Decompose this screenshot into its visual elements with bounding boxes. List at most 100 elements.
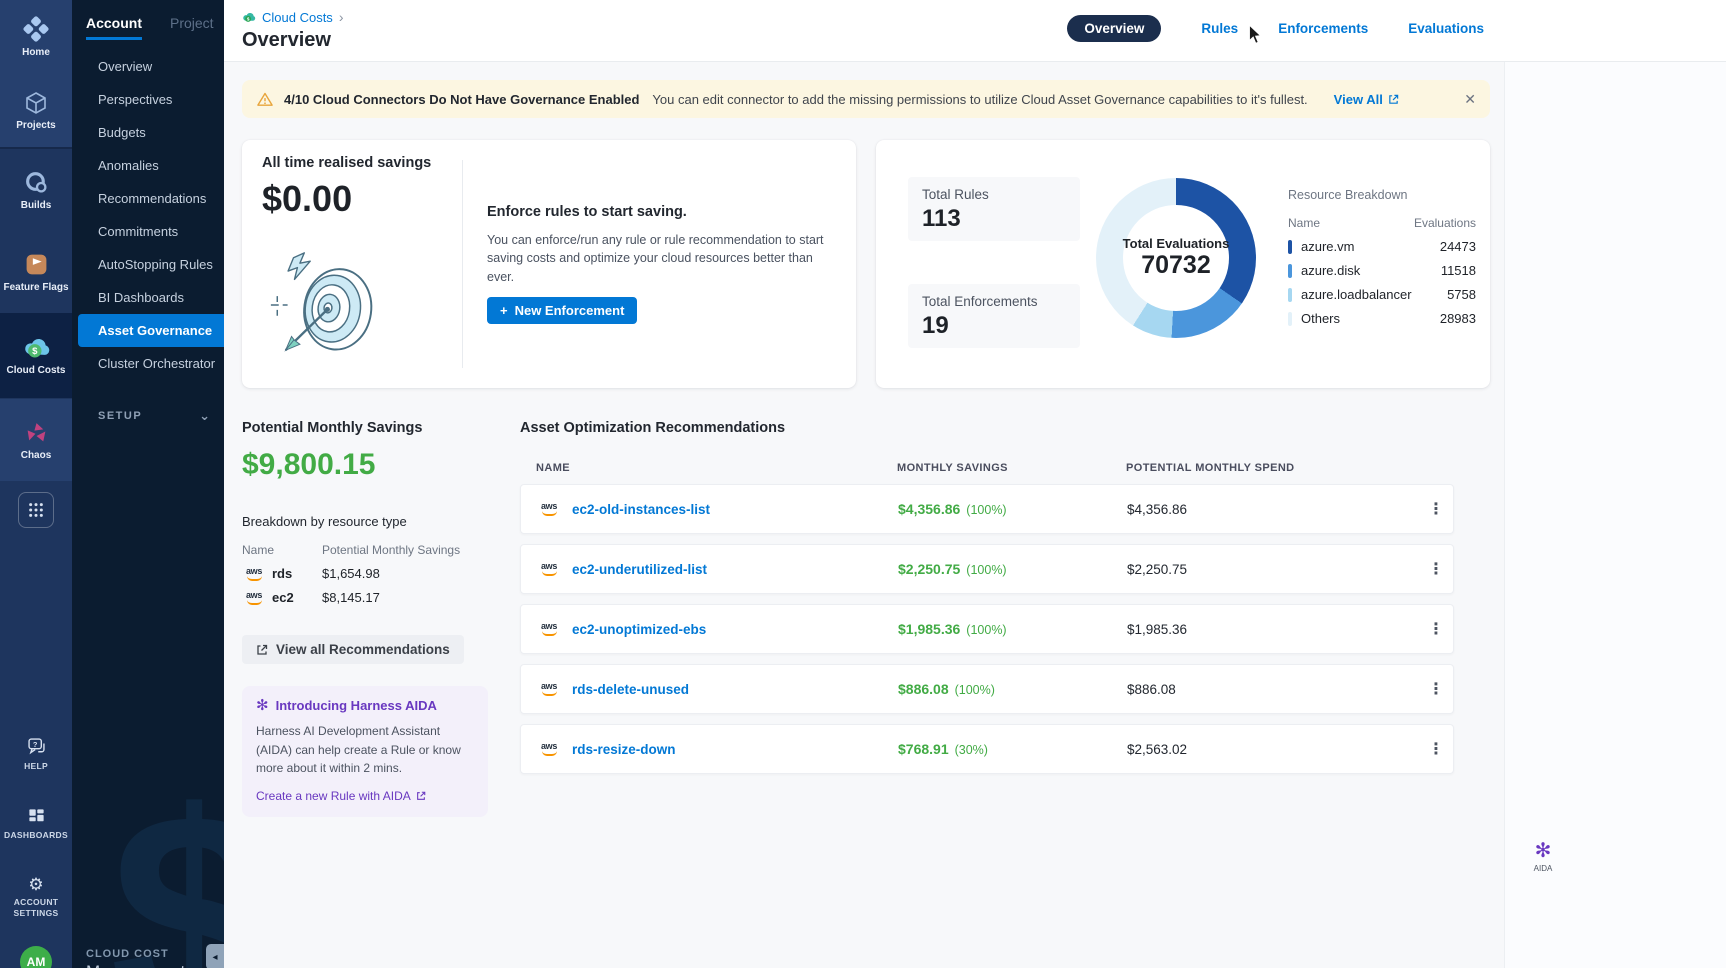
view-all-recommendations-button[interactable]: View all Recommendations — [242, 635, 464, 664]
setup-section-toggle[interactable]: SETUP ⌄ — [98, 408, 210, 424]
rail-item-account-settings[interactable]: ⚙ ACCOUNTSETTINGS — [0, 868, 72, 926]
rule-link[interactable]: awsec2-underutilized-list — [537, 562, 898, 577]
governance-tabs: Overview Rules Enforcements Evaluations — [1067, 15, 1484, 42]
aws-icon: aws — [537, 562, 561, 576]
rules-stats-card: Total Rules 113 Total Enforcements 19 To… — [876, 140, 1490, 388]
aws-icon: aws — [537, 742, 561, 756]
rail-item-dashboards[interactable]: DASHBOARDS — [0, 800, 72, 848]
banner-close-icon[interactable]: ✕ — [1464, 91, 1476, 108]
rail-item-cloud-costs[interactable]: $ Cloud Costs — [0, 313, 72, 398]
feature-flags-icon — [24, 252, 49, 277]
total-enforcements-value: 19 — [922, 312, 1066, 340]
legend-chip — [1288, 288, 1292, 302]
external-link-icon — [256, 644, 268, 656]
cloud-costs-sidebar: $ Account Project Overview Perspectives … — [72, 0, 224, 968]
user-avatar[interactable]: AM — [20, 946, 52, 968]
kebab-menu-icon[interactable]: ⋮ — [1417, 619, 1455, 639]
sidebar-menu: Overview Perspectives Budgets Anomalies … — [72, 50, 224, 380]
right-gutter — [1504, 62, 1726, 968]
sidebar-item-budgets[interactable]: Budgets — [72, 116, 224, 149]
sidebar-item-cluster-orchestrator[interactable]: Cluster Orchestrator — [72, 347, 224, 380]
sidebar-item-asset-governance[interactable]: Asset Governance — [78, 314, 224, 347]
sidebar-item-autostopping-rules[interactable]: AutoStopping Rules — [72, 248, 224, 281]
banner-body: You can edit connector to add the missin… — [652, 92, 1307, 107]
sidebar-item-commitments[interactable]: Commitments — [72, 215, 224, 248]
rule-link[interactable]: awsec2-unoptimized-ebs — [537, 622, 898, 637]
dashboards-grid-icon — [27, 807, 46, 826]
rail-item-builds[interactable]: Builds — [0, 149, 72, 231]
rule-link[interactable]: awsec2-old-instances-list — [537, 502, 898, 517]
sidebar-collapse-button[interactable]: ◂ — [206, 944, 224, 968]
monthly-spend-value: $1,985.36 — [1127, 622, 1417, 637]
table-row[interactable]: awsec2-unoptimized-ebs $1,985.36(100%) $… — [520, 604, 1454, 654]
sidebar-item-anomalies[interactable]: Anomalies — [72, 149, 224, 182]
table-row[interactable]: awsec2-underutilized-list $2,250.75(100%… — [520, 544, 1454, 594]
external-link-icon — [1388, 94, 1399, 105]
enforce-cta: Enforce rules to start saving. You can e… — [487, 140, 837, 388]
table-row[interactable]: awsec2-old-instances-list $4,356.86(100%… — [520, 484, 1454, 534]
total-evaluations-value: 70732 — [1123, 251, 1230, 280]
cloud-costs-icon: $ — [23, 335, 50, 360]
new-enforcement-button[interactable]: + New Enforcement — [487, 297, 637, 324]
sidebar-item-bi-dashboards[interactable]: BI Dashboards — [72, 281, 224, 314]
breadcrumb-cloud-costs-link[interactable]: $ Cloud Costs — [242, 10, 333, 25]
kebab-menu-icon[interactable]: ⋮ — [1417, 559, 1455, 579]
aida-intro-panel: ✻ Introducing Harness AIDA Harness AI De… — [242, 686, 488, 817]
breakdown-row-rds: awsrds $1,654.98 — [242, 566, 488, 581]
realised-savings-label: All time realised savings — [262, 155, 431, 171]
table-row[interactable]: awsrds-delete-unused $886.08(100%) $886.… — [520, 664, 1454, 714]
monthly-savings-value: $768.91(30%) — [898, 741, 1127, 757]
apps-grid-icon — [28, 502, 44, 518]
tab-account[interactable]: Account — [86, 15, 142, 40]
product-label: CLOUD COST Management — [86, 948, 185, 968]
total-rules-value: 113 — [922, 205, 1066, 233]
breakdown-row-ec2: awsec2 $8,145.17 — [242, 590, 488, 605]
rail-item-feature-flags[interactable]: Feature Flags — [0, 232, 72, 312]
cloud-costs-breadcrumb-icon: $ — [242, 11, 257, 23]
view-all-link[interactable]: View All — [1334, 92, 1399, 107]
banner-title: 4/10 Cloud Connectors Do Not Have Govern… — [284, 92, 639, 107]
warning-triangle-icon — [256, 91, 274, 108]
breadcrumb: $ Cloud Costs › — [242, 9, 343, 25]
rail-item-projects[interactable]: Projects — [0, 74, 72, 147]
tab-project[interactable]: Project — [170, 15, 214, 40]
projects-cube-icon — [24, 91, 48, 115]
tab-enforcements[interactable]: Enforcements — [1278, 21, 1368, 36]
monthly-savings-value: $4,356.86(100%) — [898, 501, 1127, 517]
aws-icon: aws — [242, 591, 266, 605]
sidebar-item-recommendations[interactable]: Recommendations — [72, 182, 224, 215]
potential-savings-amount: $9,800.15 — [242, 448, 488, 482]
kebab-menu-icon[interactable]: ⋮ — [1417, 739, 1455, 759]
svg-text:$: $ — [247, 16, 250, 21]
legend-chip — [1288, 312, 1292, 326]
harness-logo-icon — [23, 16, 49, 42]
chevron-down-icon: ⌄ — [199, 408, 210, 424]
rail-item-help[interactable]: ? HELP — [0, 732, 72, 776]
rule-link[interactable]: awsrds-delete-unused — [537, 682, 898, 697]
kebab-menu-icon[interactable]: ⋮ — [1417, 679, 1455, 699]
monthly-spend-value: $2,250.75 — [1127, 562, 1417, 577]
aws-icon: aws — [537, 622, 561, 636]
monthly-spend-value: $2,563.02 — [1127, 742, 1417, 757]
aida-fab-button[interactable]: ✻ AIDA — [1526, 841, 1560, 873]
tab-overview[interactable]: Overview — [1067, 15, 1161, 42]
governance-warning-banner: 4/10 Cloud Connectors Do Not Have Govern… — [242, 80, 1490, 118]
monthly-savings-value: $1,985.36(100%) — [898, 621, 1127, 637]
tab-rules[interactable]: Rules — [1201, 21, 1238, 36]
module-picker-button[interactable] — [18, 492, 54, 528]
create-rule-with-aida-link[interactable]: Create a new Rule with AIDA — [256, 789, 426, 803]
resource-breakdown-legend: Resource Breakdown Name Evaluations azur… — [1288, 188, 1476, 326]
aws-icon: aws — [537, 502, 561, 516]
table-row[interactable]: awsrds-resize-down $768.91(30%) $2,563.0… — [520, 724, 1454, 774]
card-divider — [462, 160, 463, 368]
rule-link[interactable]: awsrds-resize-down — [537, 742, 898, 757]
cta-title: Enforce rules to start saving. — [487, 204, 837, 220]
kebab-menu-icon[interactable]: ⋮ — [1417, 499, 1455, 519]
monthly-spend-value: $886.08 — [1127, 682, 1417, 697]
scope-tabs: Account Project — [86, 15, 214, 40]
rail-item-chaos[interactable]: Chaos — [0, 399, 72, 481]
sidebar-item-perspectives[interactable]: Perspectives — [72, 83, 224, 116]
sidebar-item-overview[interactable]: Overview — [72, 50, 224, 83]
rail-item-home[interactable]: Home — [0, 0, 72, 74]
tab-evaluations[interactable]: Evaluations — [1408, 21, 1484, 36]
